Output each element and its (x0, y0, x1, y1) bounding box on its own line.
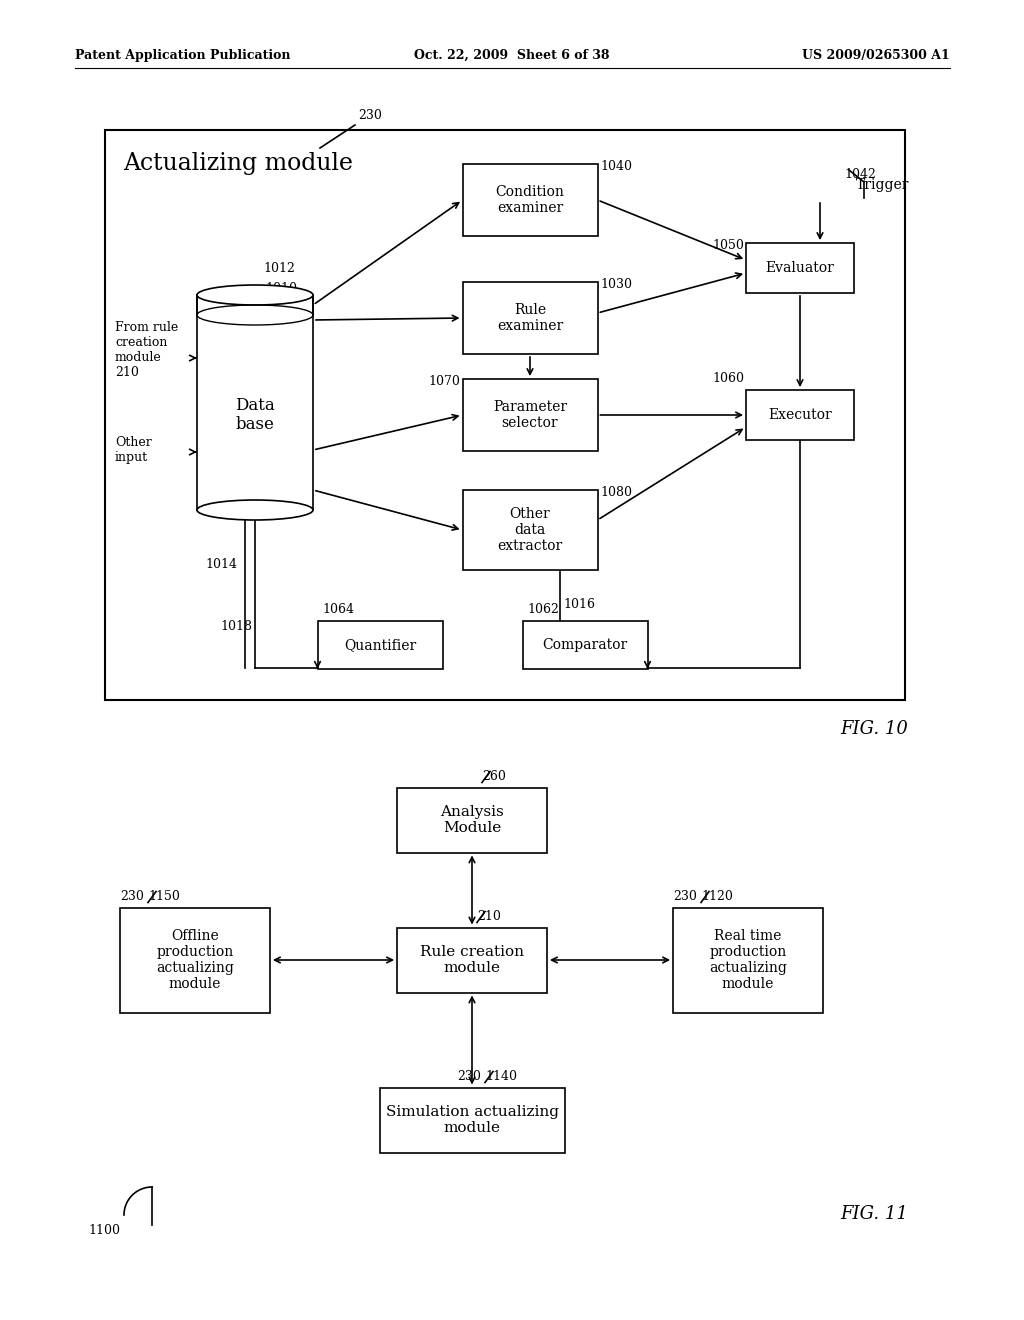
Text: Patent Application Publication: Patent Application Publication (75, 49, 291, 62)
Bar (522, 620, 647, 669)
Bar (463, 379, 597, 451)
Text: 1100: 1100 (88, 1224, 120, 1237)
Bar (463, 282, 597, 354)
Text: Other
data
extractor: Other data extractor (498, 507, 562, 553)
Text: Parameter
selector: Parameter selector (493, 400, 567, 430)
Text: 1080: 1080 (600, 486, 633, 499)
Text: Data
base: Data base (236, 397, 274, 433)
Text: 1062: 1062 (527, 603, 559, 616)
Text: Executor: Executor (768, 408, 831, 422)
Bar (673, 908, 823, 1012)
Text: 1120: 1120 (701, 890, 733, 903)
Text: 1014: 1014 (205, 558, 237, 572)
Text: 230: 230 (457, 1069, 481, 1082)
Text: Simulation actualizing
module: Simulation actualizing module (385, 1105, 558, 1135)
Bar (120, 908, 270, 1012)
Text: 1012: 1012 (263, 261, 295, 275)
Text: US 2009/0265300 A1: US 2009/0265300 A1 (802, 49, 950, 62)
Ellipse shape (197, 285, 313, 305)
Text: 230: 230 (673, 890, 697, 903)
Text: Other
input: Other input (115, 436, 152, 465)
Text: Quantifier: Quantifier (344, 638, 416, 652)
Bar (746, 389, 854, 440)
Text: 1150: 1150 (148, 890, 180, 903)
Bar (380, 1088, 564, 1152)
Text: 1070: 1070 (429, 375, 461, 388)
Ellipse shape (197, 500, 313, 520)
Bar (746, 243, 854, 293)
Text: 230: 230 (358, 110, 382, 121)
Text: 1064: 1064 (323, 603, 354, 616)
Text: 1018: 1018 (220, 620, 252, 634)
Bar (463, 490, 597, 570)
Text: 230: 230 (120, 890, 144, 903)
Text: 1140: 1140 (485, 1069, 517, 1082)
Text: Analysis
Module: Analysis Module (440, 805, 504, 836)
Bar (105, 129, 905, 700)
Text: FIG. 10: FIG. 10 (840, 719, 908, 738)
Text: Rule creation
module: Rule creation module (420, 945, 524, 975)
Text: Condition
examiner: Condition examiner (496, 185, 564, 215)
Bar (197, 294, 313, 510)
Text: 1060: 1060 (712, 372, 744, 385)
Text: Trigger: Trigger (856, 178, 909, 191)
Bar (397, 788, 547, 853)
Text: 1042: 1042 (844, 168, 876, 181)
Text: 210: 210 (477, 909, 501, 923)
Text: 260: 260 (482, 770, 506, 783)
Text: Evaluator: Evaluator (766, 261, 835, 275)
Bar (397, 928, 547, 993)
Bar (317, 620, 442, 669)
Text: Offline
production
actualizing
module: Offline production actualizing module (156, 929, 233, 991)
Text: Actualizing module: Actualizing module (123, 152, 353, 176)
Text: 1016: 1016 (563, 598, 595, 611)
Bar (463, 164, 597, 236)
Text: 1030: 1030 (600, 279, 633, 290)
Text: 1050: 1050 (712, 239, 744, 252)
Text: 1040: 1040 (600, 160, 633, 173)
Text: FIG. 11: FIG. 11 (840, 1205, 908, 1224)
Text: Rule
examiner: Rule examiner (497, 302, 563, 333)
Text: Oct. 22, 2009  Sheet 6 of 38: Oct. 22, 2009 Sheet 6 of 38 (415, 49, 609, 62)
Text: Real time
production
actualizing
module: Real time production actualizing module (709, 929, 786, 991)
Text: From rule
creation
module
210: From rule creation module 210 (115, 321, 178, 379)
Text: 1010: 1010 (265, 282, 297, 294)
Text: Comparator: Comparator (543, 638, 628, 652)
